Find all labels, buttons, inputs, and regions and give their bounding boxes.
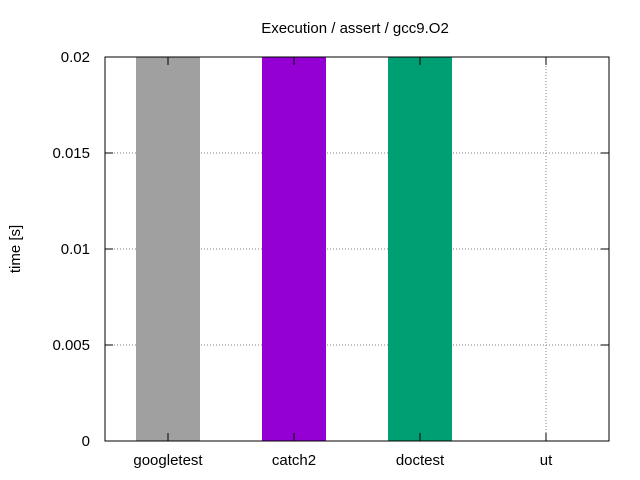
bar-googletest: [136, 57, 200, 441]
y-axis-label: time [s]: [7, 225, 24, 273]
x-tick-label: ut: [540, 452, 553, 469]
y-tick-label: 0.01: [61, 241, 90, 258]
bars: [136, 57, 452, 441]
y-axis-ticks: 0 0.005 0.01 0.015 0.02: [52, 49, 609, 450]
bar-doctest: [388, 57, 452, 441]
x-tick-label: googletest: [133, 452, 203, 469]
bar-catch2: [262, 57, 326, 441]
x-tick-label: catch2: [272, 452, 316, 469]
y-tick-label: 0.02: [61, 49, 90, 66]
x-axis-ticks: googletest catch2 doctest ut: [133, 57, 553, 469]
x-tick-label: doctest: [396, 452, 445, 469]
chart-title: Execution / assert / gcc9.O2: [261, 20, 449, 37]
y-tick-label: 0: [82, 433, 90, 450]
y-tick-label: 0.015: [52, 145, 90, 162]
y-tick-label: 0.005: [52, 337, 90, 354]
